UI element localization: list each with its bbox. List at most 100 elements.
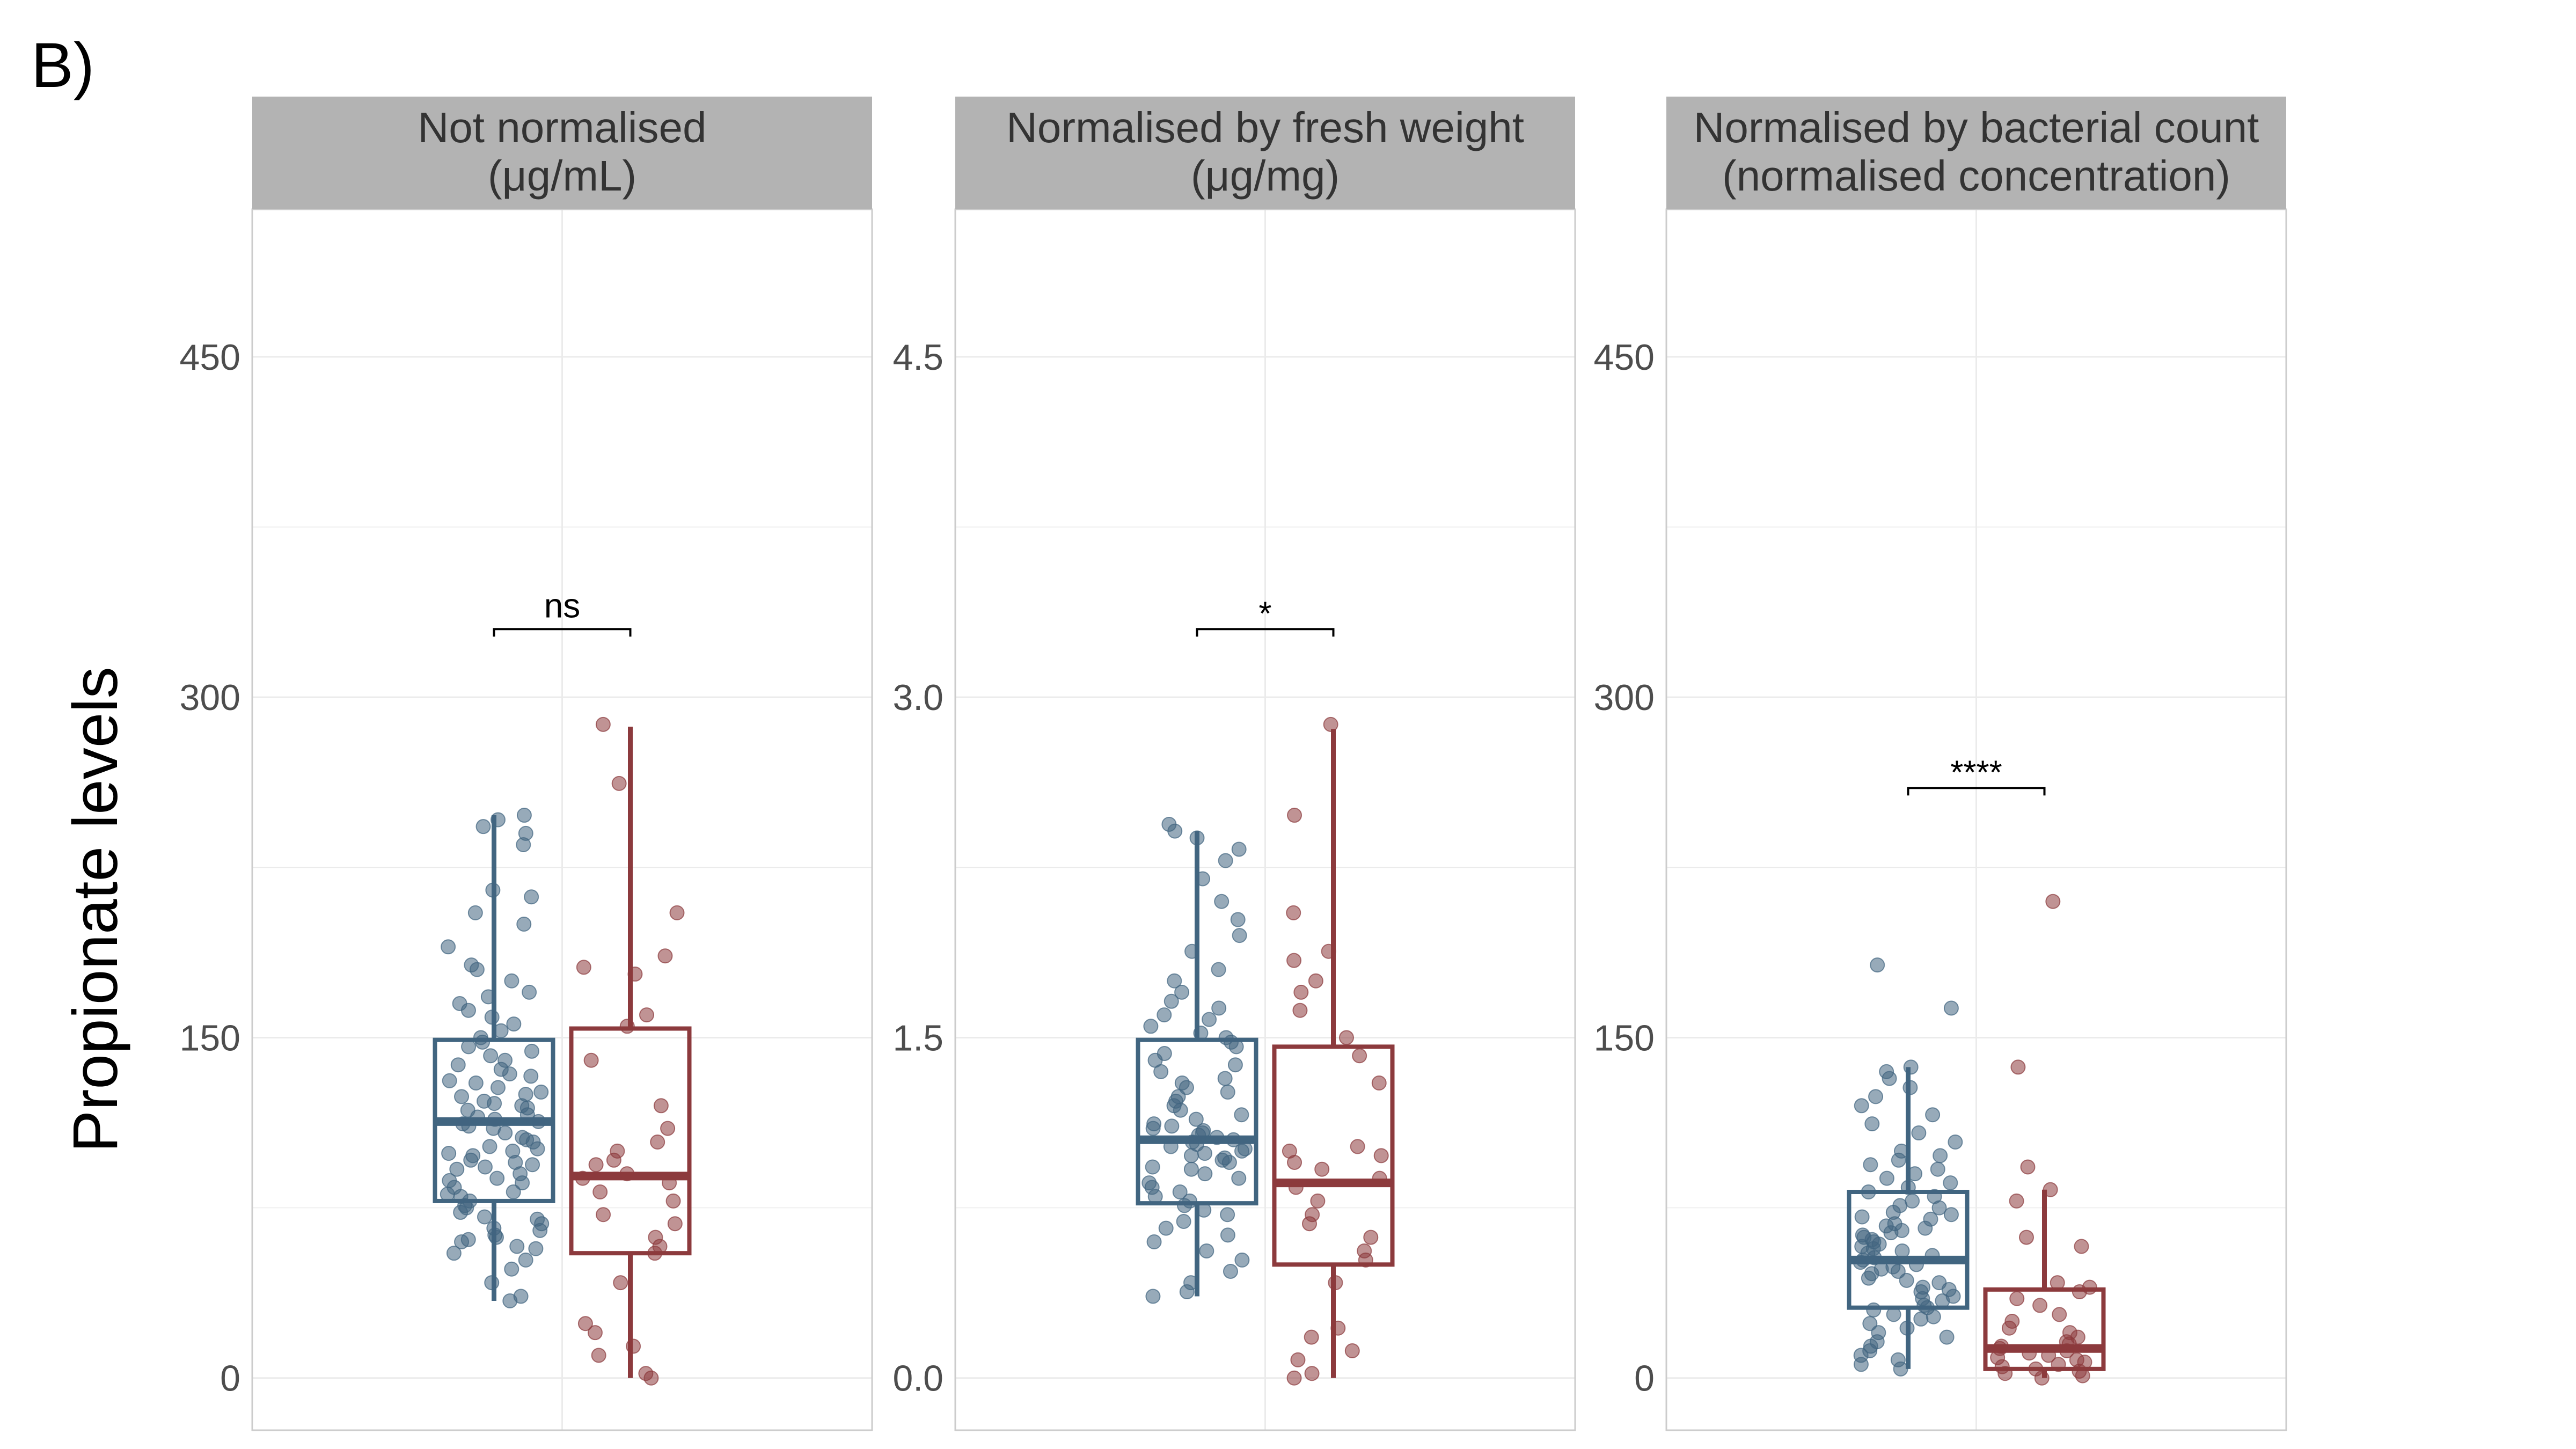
data-point <box>1871 1325 1886 1341</box>
panel-2: Normalised by fresh weight(μg/mg) 0.0 1.5 3… <box>892 97 1576 1431</box>
data-point <box>653 1098 669 1114</box>
data-point <box>473 1030 488 1045</box>
data-point <box>1879 1064 1894 1079</box>
data-point <box>660 1121 676 1136</box>
data-point <box>665 1193 681 1209</box>
data-point <box>1868 1089 1884 1104</box>
data-point <box>1893 1143 1909 1159</box>
data-point <box>2045 894 2061 909</box>
data-point <box>1870 957 1885 973</box>
panel-letter: B) <box>31 30 94 101</box>
data-point <box>2050 1275 2065 1291</box>
data-point <box>1214 894 1230 909</box>
data-point <box>505 1143 521 1159</box>
box-group-2 <box>1983 894 2106 1386</box>
data-point <box>1184 943 1200 959</box>
data-point <box>1231 841 1247 857</box>
y-axis-label: Propionate levels <box>60 667 131 1152</box>
data-point <box>1854 1209 1870 1225</box>
data-point <box>1196 1123 1211 1138</box>
data-point <box>1220 1227 1235 1243</box>
data-point <box>1372 1170 1387 1186</box>
data-point <box>1211 962 1226 977</box>
y-tick-label: 450 <box>1594 337 1655 378</box>
data-point <box>1863 1157 1878 1173</box>
y-tick-label: 150 <box>180 1018 240 1058</box>
y-tick-label: 150 <box>1594 1018 1655 1058</box>
data-point <box>1286 1370 1302 1386</box>
data-point <box>441 1146 457 1161</box>
panel-1: Not normalised(μg/mL) 0 150 300 450 ns <box>180 97 873 1431</box>
data-point <box>611 775 627 791</box>
data-point <box>475 819 491 835</box>
data-point <box>1196 1202 1212 1218</box>
data-point <box>1183 1161 1199 1177</box>
data-point <box>1323 716 1338 732</box>
data-point <box>1292 1002 1308 1018</box>
data-point <box>638 1366 654 1381</box>
significance-bracket <box>1907 787 2046 796</box>
data-point <box>1350 1139 1365 1154</box>
data-point <box>2062 1325 2077 1341</box>
data-point <box>468 1075 484 1091</box>
data-point <box>461 1039 477 1055</box>
data-point <box>1931 1275 1947 1291</box>
data-point <box>1915 1279 1931 1295</box>
data-point <box>1161 816 1177 832</box>
data-point <box>627 967 643 982</box>
data-point <box>592 1184 608 1199</box>
data-point <box>513 1289 529 1304</box>
data-point <box>1174 984 1190 1000</box>
facet-strip <box>252 97 872 209</box>
data-point <box>587 1325 603 1341</box>
data-point <box>452 996 467 1012</box>
data-point <box>2032 1298 2048 1313</box>
data-point <box>1218 1030 1234 1045</box>
data-point <box>1903 1059 1919 1075</box>
data-point <box>1146 1234 1162 1250</box>
data-point <box>2004 1314 2020 1329</box>
box-group-2 <box>569 716 692 1386</box>
facet-strip <box>955 97 1575 209</box>
data-point <box>1905 1193 1920 1209</box>
data-point <box>667 1216 683 1232</box>
data-point <box>1176 1213 1191 1229</box>
facet-strip-title-line-2: (normalised concentration) <box>1722 152 2230 200</box>
data-point <box>1209 1130 1225 1145</box>
data-point <box>483 1048 499 1064</box>
data-point <box>482 1139 497 1154</box>
data-point <box>1199 1243 1214 1258</box>
data-point <box>1861 1184 1876 1199</box>
data-point <box>1994 1338 2009 1354</box>
data-point <box>1174 1075 1190 1091</box>
data-point <box>1338 1030 1354 1045</box>
y-tick-label: 0 <box>1634 1358 1655 1399</box>
data-point <box>477 1093 492 1109</box>
data-point <box>1172 1184 1188 1199</box>
y-tick-label: 1.5 <box>892 1018 943 1058</box>
data-point <box>1304 1366 1320 1381</box>
facet-strip-title-line-1: Normalised by fresh weight <box>1006 104 1524 151</box>
data-point <box>619 1166 635 1182</box>
data-point <box>1182 1193 1197 1209</box>
data-point <box>516 917 532 932</box>
significance-label: * <box>1258 595 1271 632</box>
data-point <box>516 808 532 823</box>
data-point <box>2074 1239 2089 1254</box>
data-point <box>1943 1207 1959 1223</box>
data-point <box>522 984 537 1000</box>
data-point <box>576 960 591 975</box>
data-point <box>1218 853 1233 868</box>
data-point <box>486 1220 502 1236</box>
data-point <box>1145 1159 1160 1175</box>
data-point <box>1158 1220 1174 1236</box>
data-point <box>509 1239 525 1254</box>
panel-3: Normalised by bacterial count(normalised… <box>1594 97 2287 1431</box>
data-point <box>533 1084 549 1100</box>
data-point <box>1145 1289 1161 1304</box>
data-point <box>575 1170 590 1186</box>
data-point <box>455 1116 471 1132</box>
box-iqr <box>1136 1037 1258 1206</box>
data-point <box>1234 1107 1249 1123</box>
data-point <box>1227 1057 1243 1073</box>
